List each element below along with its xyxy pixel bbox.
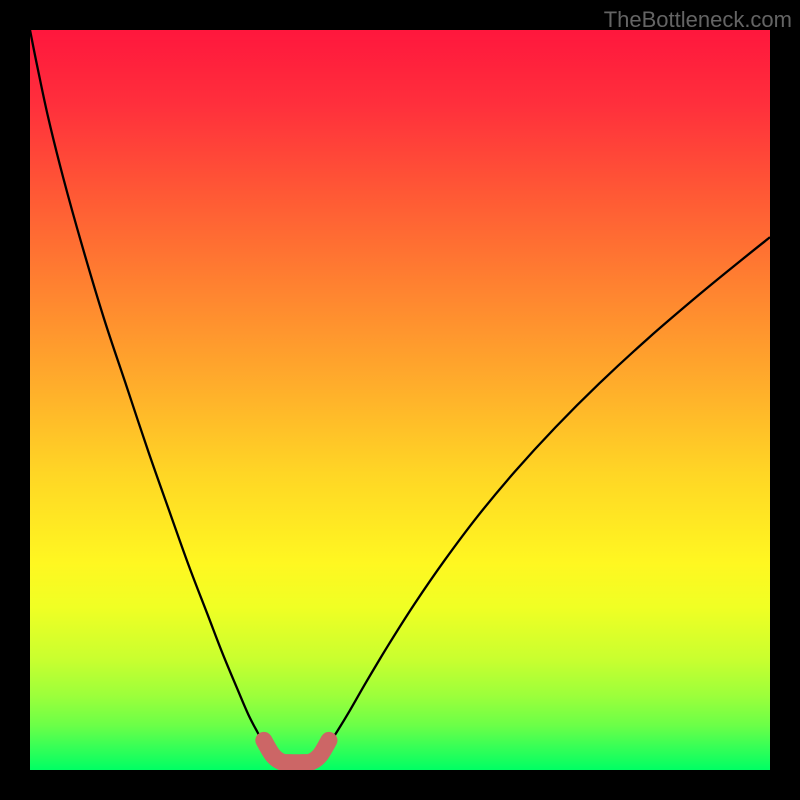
watermark-text: TheBottleneck.com <box>604 7 792 33</box>
curve-left-branch <box>30 30 273 756</box>
outer-frame: TheBottleneck.com <box>0 0 800 800</box>
bottom-u-marker <box>264 740 329 762</box>
chart-curve-svg <box>30 30 770 770</box>
curve-right-branch <box>320 237 770 756</box>
plot-area <box>30 30 770 770</box>
